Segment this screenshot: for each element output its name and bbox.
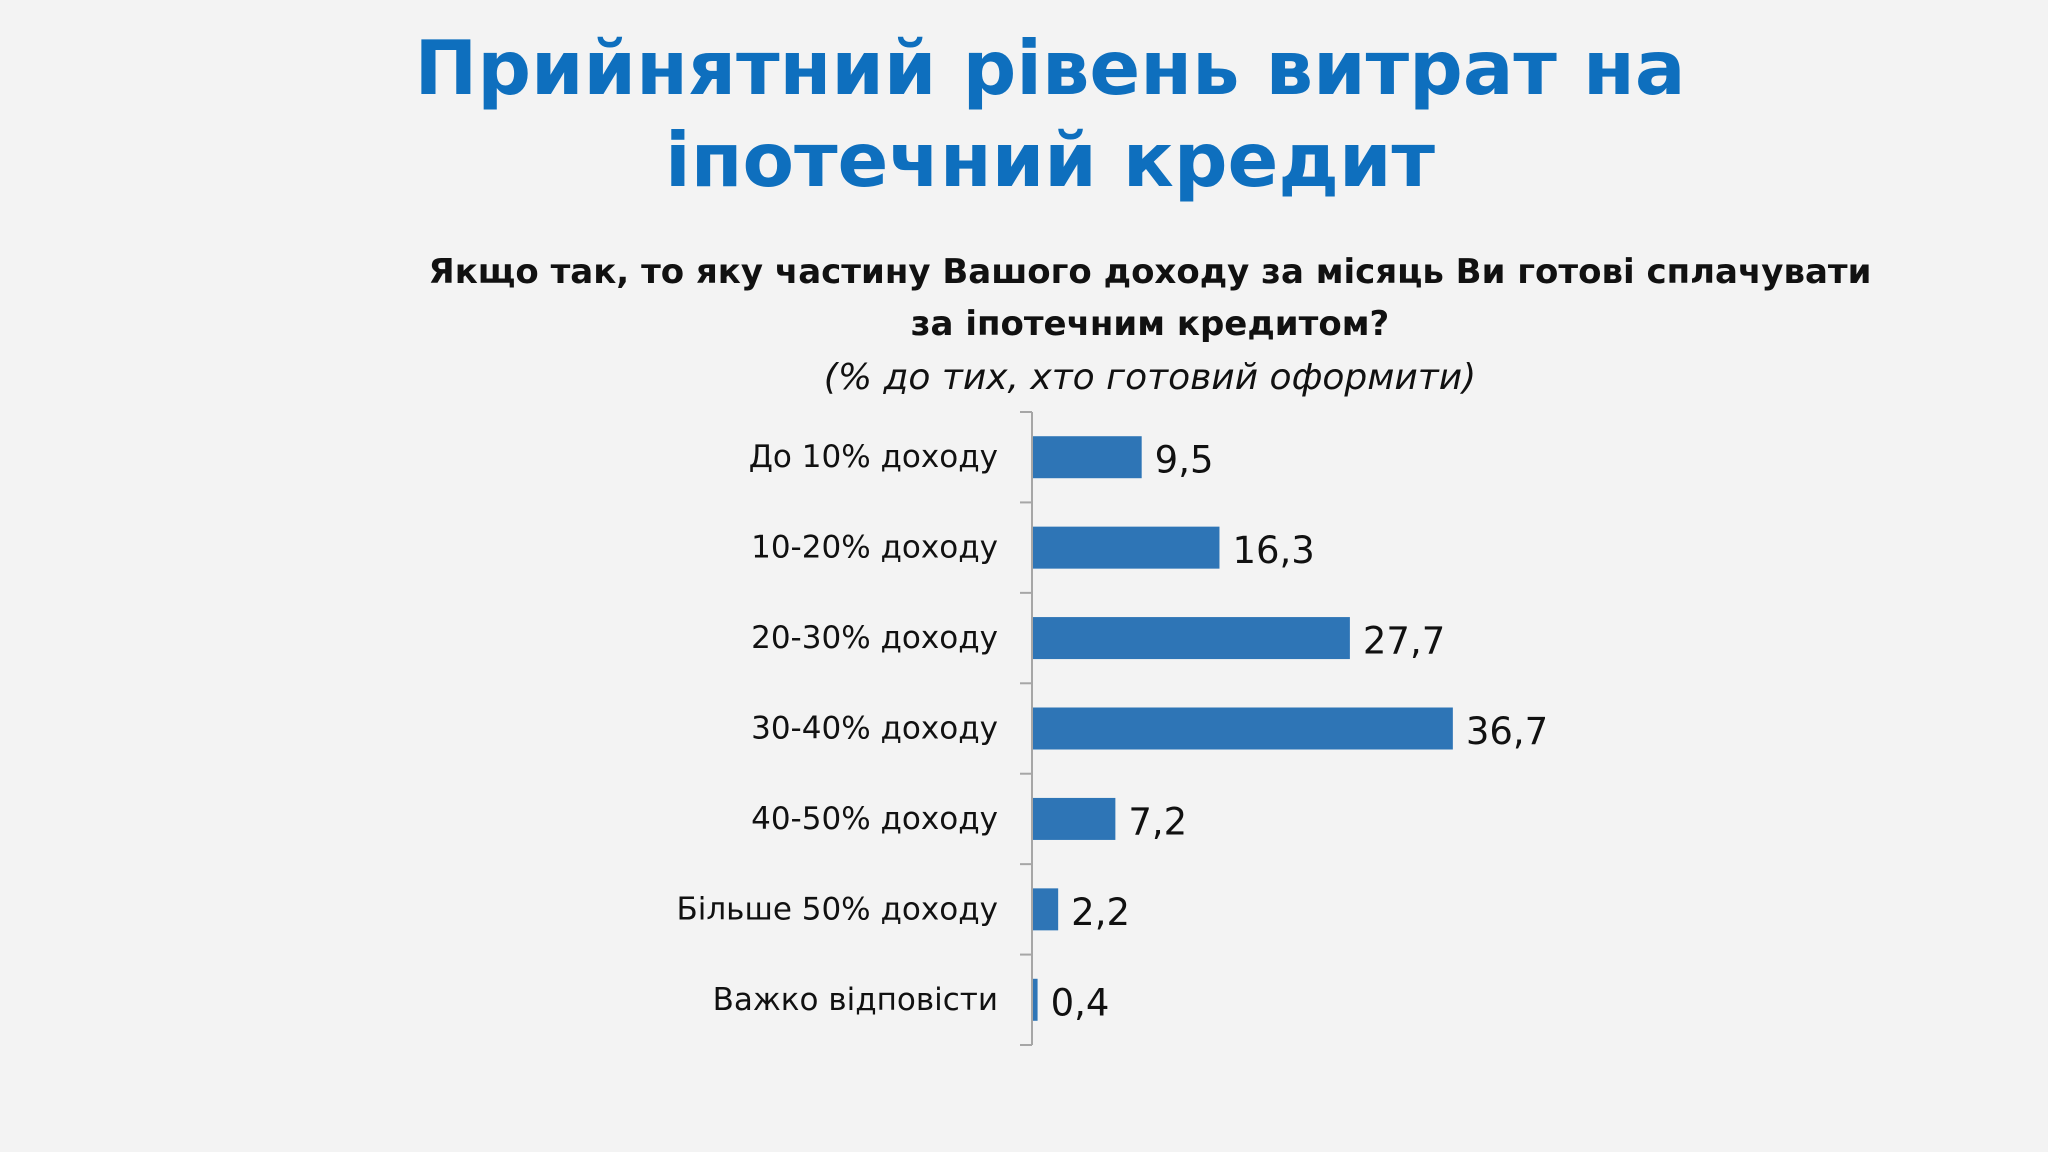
chart-subtitle: (% до тих, хто готовий оформити) (823, 357, 1477, 398)
bar (1033, 707, 1453, 750)
data-label: 0,4 (1051, 981, 1110, 1024)
bar (1033, 436, 1142, 479)
bar (1033, 617, 1350, 660)
category-label: До 10% доходу (749, 439, 998, 475)
data-label: 2,2 (1071, 891, 1130, 934)
bar (1033, 797, 1116, 840)
bar (1033, 526, 1220, 569)
data-label: 7,2 (1128, 800, 1187, 843)
data-label: 27,7 (1363, 620, 1445, 663)
data-label: 9,5 (1155, 439, 1214, 482)
data-label: 16,3 (1232, 529, 1314, 572)
category-label: 30-40% доходу (751, 711, 998, 747)
bar (1033, 888, 1059, 931)
category-label: Важко відповісти (713, 982, 998, 1018)
category-label: 10-20% доходу (751, 530, 998, 566)
data-label: 36,7 (1466, 710, 1548, 753)
slide-title: Прийнятний рівень витрат на іпотечний кр… (414, 24, 1686, 204)
category-label: 40-50% доходу (751, 801, 998, 837)
category-label: 20-30% доходу (751, 620, 998, 656)
category-label: Більше 50% доходу (676, 891, 998, 927)
chart-question: Якщо так, то яку частину Вашого доходу з… (428, 252, 1872, 344)
bar (1033, 978, 1038, 1021)
